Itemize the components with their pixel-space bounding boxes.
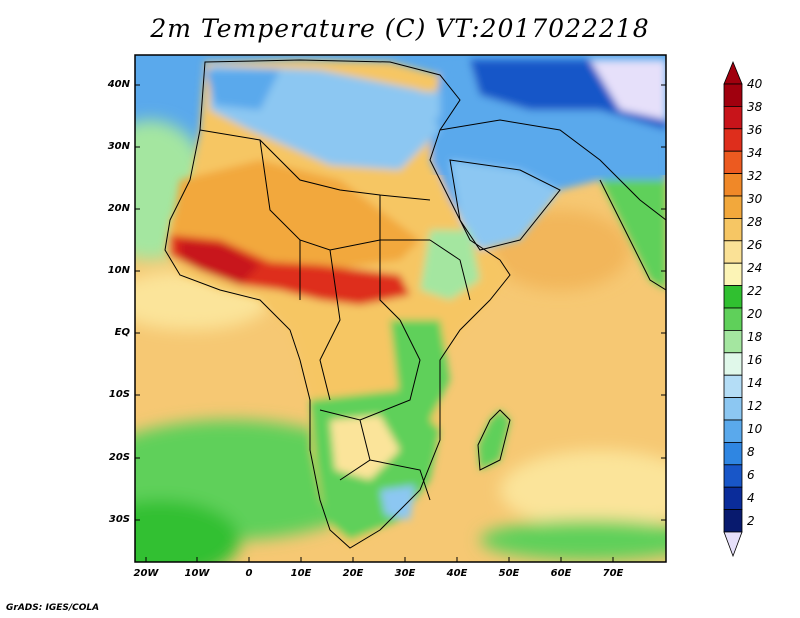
atlas-cool: [205, 70, 280, 110]
country-borders: [164, 59, 666, 549]
plot-frame: [134, 54, 667, 563]
legend-label-8: 8: [747, 445, 755, 459]
legend-label-36: 36: [747, 123, 763, 137]
lon-label-70e: 70E: [602, 568, 624, 579]
lat-label-10n: 10N: [107, 265, 130, 276]
mediterranean-sea: [290, 88, 440, 122]
credit-text: GrADS: IGES/COLA: [6, 603, 100, 613]
legend-label-20: 20: [747, 307, 763, 321]
lon-label-60e: 60E: [550, 568, 572, 579]
lat-label-eq: EQ: [114, 327, 130, 338]
east-africa-highlands: [420, 230, 480, 300]
south-indian-mild: [500, 450, 666, 530]
lat-label-20n: 20N: [107, 203, 130, 214]
legend-label-4: 4: [747, 491, 755, 505]
lon-label-50e: 50E: [498, 568, 520, 579]
lon-label-20w: 20W: [133, 568, 159, 579]
legend-label-22: 22: [747, 284, 763, 298]
madagascar: [478, 410, 510, 470]
lat-label-20s: 20S: [108, 452, 130, 463]
lon-label-10e: 10E: [290, 568, 312, 579]
lon-label-20e: 20E: [342, 568, 364, 579]
legend-label-24: 24: [747, 261, 763, 275]
legend-label-32: 32: [747, 169, 763, 183]
lon-label-40e: 40E: [446, 568, 468, 579]
legend-label-16: 16: [747, 353, 763, 367]
lat-label-30n: 30N: [107, 141, 130, 152]
lat-label-40n: 40N: [107, 79, 130, 90]
lon-label-10w: 10W: [184, 568, 210, 579]
lon-label-30e: 30E: [394, 568, 416, 579]
lat-label-10s: 10S: [108, 389, 130, 400]
sahara-warm-zone: [170, 160, 420, 270]
arabia-landmass: [450, 160, 560, 250]
legend-label-18: 18: [747, 330, 763, 344]
west-africa-hot-core: [180, 240, 260, 285]
legend-label-34: 34: [747, 146, 763, 160]
lat-ticks: [135, 84, 666, 521]
south-atlantic-cool-2: [135, 500, 240, 562]
legend-label-28: 28: [747, 215, 763, 229]
iran-cold: [590, 60, 666, 120]
south-indian-cool: [480, 520, 666, 560]
map-title: 2m Temperature (C) VT:2017022218: [150, 14, 650, 43]
legend-label-14: 14: [747, 376, 763, 390]
lat-label-30s: 30S: [108, 514, 130, 525]
legend-label-2: 2: [747, 514, 755, 528]
lon-ticks: [145, 557, 614, 562]
kalahari-warm: [330, 415, 400, 480]
legend-label-12: 12: [747, 399, 763, 413]
legend-label-30: 30: [747, 192, 763, 206]
lon-label-0: 0: [245, 568, 253, 579]
legend-label-40: 40: [747, 77, 763, 91]
legend-label-26: 26: [747, 238, 763, 252]
legend-label-6: 6: [747, 468, 755, 482]
legend-label-38: 38: [747, 100, 763, 114]
legend-label-10: 10: [747, 422, 763, 436]
drakensberg-cool: [380, 485, 415, 520]
